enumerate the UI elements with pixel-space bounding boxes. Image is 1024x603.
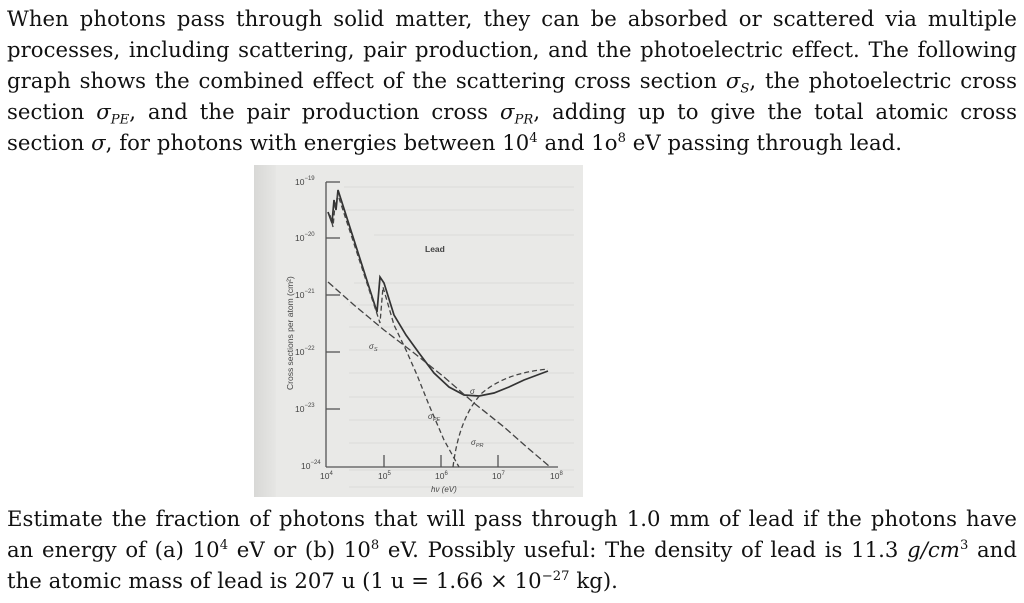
sigma-pr-curve (452, 368, 549, 468)
superscript: 8 (370, 538, 380, 554)
label-sigma-pr: σPR (471, 438, 483, 449)
text-run: eV or (b) 10 (228, 537, 371, 562)
superscript: 4 (529, 131, 538, 147)
cross-section-chart: 10−19 10−20 10−21 10−22 10−23 10−24 104 … (254, 165, 583, 497)
chart-title-lead: Lead (425, 244, 445, 254)
intro-line-3: graph shows the combined effect of the s… (7, 65, 1017, 96)
svg-text:105: 105 (378, 471, 391, 481)
x-axis-label: hν (eV) (431, 485, 457, 494)
sigma-symbol: σ (96, 99, 111, 124)
text-run: kg). (569, 568, 618, 593)
text-run: and (968, 537, 1017, 562)
text-run: When photons pass through solid matter, … (7, 6, 1017, 31)
text-run: Estimate the fraction of photons that wi… (7, 506, 1017, 531)
svg-text:108: 108 (550, 471, 563, 481)
text-run: processes, including scattering, pair pr… (7, 37, 1017, 62)
intro-line-5: section σ, for photons with energies bet… (7, 127, 1017, 158)
axes (325, 181, 558, 468)
svg-text:107: 107 (492, 471, 505, 481)
question-line-3: the atomic mass of lead is 207 u (1 u = … (7, 565, 1017, 596)
sigma-total-curve (327, 189, 549, 397)
superscript: 3 (959, 538, 969, 554)
subscript: S (740, 81, 750, 97)
label-sigma-pe: σPE (428, 412, 440, 423)
text-run: , for photons with energies between 10 (105, 130, 530, 155)
chart-svg: 10−19 10−20 10−21 10−22 10−23 10−24 104 … (285, 176, 574, 494)
y-tick-labels: 10−19 10−20 10−21 10−22 10−23 10−24 (295, 176, 321, 471)
curve-labels: σ σS σPE σPR (369, 342, 483, 449)
intro-line-1: When photons pass through solid matter, … (7, 3, 1017, 34)
svg-text:10−19: 10−19 (295, 176, 315, 187)
label-sigma: σ (470, 387, 476, 396)
superscript: 4 (219, 538, 229, 554)
text-run: eV. Possibly useful: The density of lead… (379, 537, 908, 562)
text-run: , adding up to give the total atomic cro… (533, 99, 1018, 124)
sigma-symbol: σ (725, 68, 741, 93)
text-run: section (7, 130, 92, 155)
text-run: , and the pair production cross (129, 99, 500, 124)
intro-paragraph: When photons pass through solid matter, … (7, 3, 1017, 158)
intro-line-4: section σPE, and the pair production cro… (7, 96, 1017, 127)
question-line-1: Estimate the fraction of photons that wi… (7, 503, 1017, 534)
svg-text:10−24: 10−24 (301, 460, 321, 471)
svg-text:10−20: 10−20 (295, 232, 315, 243)
svg-text:10−21: 10−21 (295, 289, 315, 300)
subscript: PR (514, 112, 534, 128)
svg-text:10−23: 10−23 (295, 403, 315, 414)
sigma-pe-curve (329, 192, 460, 468)
x-tick-labels: 104 105 106 107 108 (320, 471, 563, 481)
svg-text:10−22: 10−22 (295, 346, 315, 357)
text-run: the atomic mass of lead is 207 u (1 u = … (7, 568, 542, 593)
intro-line-2: processes, including scattering, pair pr… (7, 34, 1017, 65)
question-line-2: an energy of (a) 104 eV or (b) 108 eV. P… (7, 534, 1017, 565)
y-axis-label: Cross sections per atom (cm²) (285, 276, 295, 390)
superscript: −27 (541, 569, 570, 585)
text-run: , the photoelectric cross (749, 68, 1017, 93)
label-sigma-s: σS (369, 342, 378, 353)
sigma-symbol: σ (91, 130, 106, 155)
superscript: 8 (617, 131, 626, 147)
text-run: graph shows the combined effect of the s… (7, 68, 726, 93)
question-paragraph: Estimate the fraction of photons that wi… (7, 503, 1017, 596)
svg-text:106: 106 (435, 471, 448, 481)
text-run: and 1o (537, 130, 618, 155)
density-unit: g/cm (907, 537, 960, 562)
svg-text:104: 104 (320, 471, 333, 481)
subscript: PE (110, 112, 130, 128)
sigma-symbol: σ (500, 99, 515, 124)
text-run: eV passing through lead. (625, 130, 903, 155)
text-run: section (7, 99, 97, 124)
text-run: an energy of (a) 10 (7, 537, 220, 562)
background-texture (344, 186, 574, 488)
sigma-s-curve (327, 281, 550, 467)
